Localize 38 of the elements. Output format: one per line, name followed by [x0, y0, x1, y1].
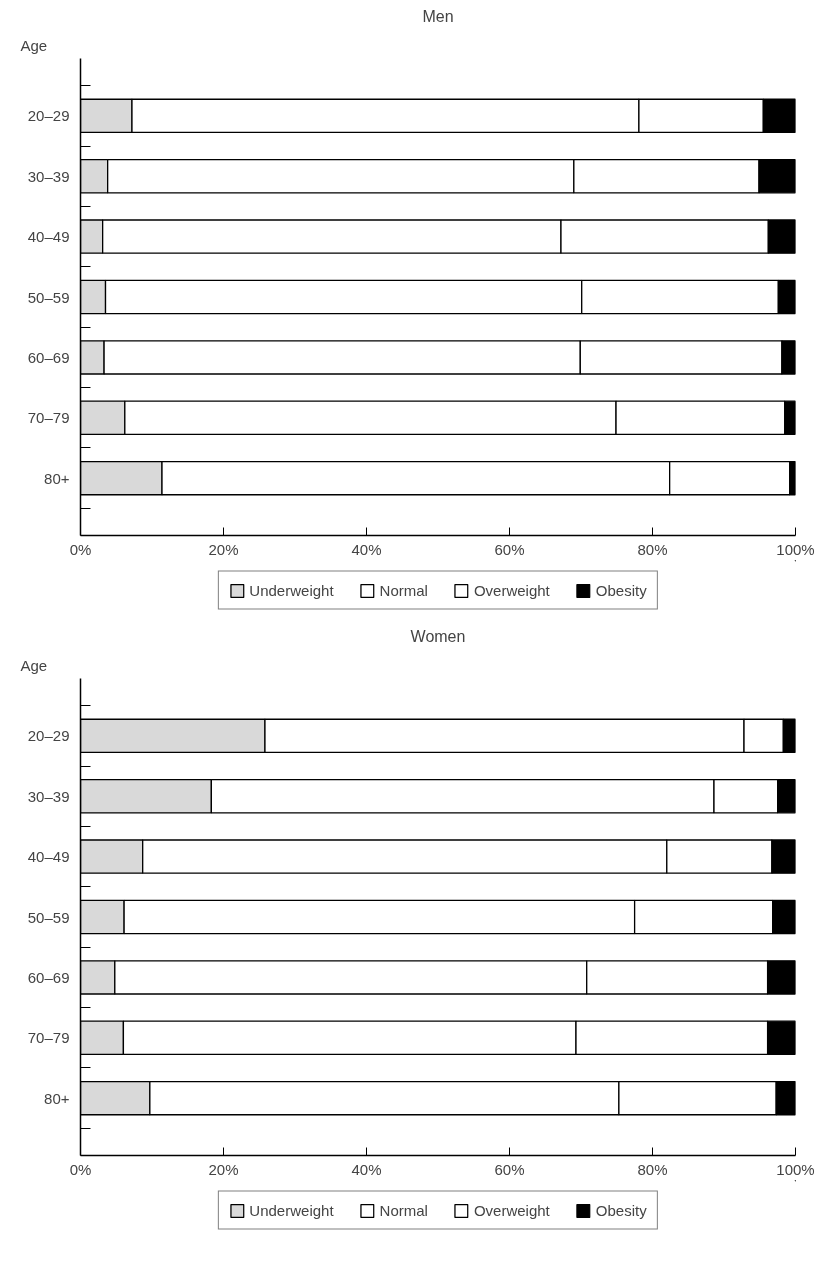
x-tick-label: 60%	[494, 540, 525, 558]
y-tick-label: 60–69	[27, 348, 70, 366]
y-axis-title: Age	[20, 656, 48, 674]
legend-label: Underweight	[249, 1201, 334, 1219]
x-tick-label: 40%	[351, 540, 382, 558]
y-tick-label: 70–79	[27, 1029, 70, 1047]
x-tick-label: 20%	[208, 540, 239, 558]
x-tick-label: 80%	[637, 1160, 668, 1178]
chart-title: Women	[410, 627, 466, 645]
y-tick-label: 20–29	[27, 107, 70, 125]
y-tick-label: 60–69	[27, 968, 70, 986]
y-tick-label: 40–49	[27, 848, 70, 866]
chart-title: Men	[422, 7, 454, 25]
x-tick-label: 100%	[776, 1160, 815, 1178]
x-tick-label: 0%	[69, 540, 92, 558]
y-tick-label: 40–49	[27, 228, 70, 246]
legend-label: Normal	[379, 1201, 428, 1219]
legend-label: Normal	[379, 581, 428, 599]
y-tick-label: 30–39	[27, 787, 70, 805]
legend-label: Obesity	[595, 581, 647, 599]
y-tick-label: 80+	[44, 1089, 70, 1107]
x-tick-label: 100%	[776, 540, 815, 558]
x-tick-label: 60%	[494, 1160, 525, 1178]
y-tick-label: 80+	[44, 469, 70, 487]
legend-label: Underweight	[249, 581, 334, 599]
x-tick-label: 80%	[637, 540, 668, 558]
y-axis-title: Age	[20, 36, 48, 54]
legend-label: Obesity	[595, 1201, 647, 1219]
y-tick-label: 50–59	[27, 908, 70, 926]
x-tick-label: 0%	[69, 1160, 92, 1178]
legend-label: Overweight	[473, 1201, 550, 1219]
y-tick-label: 20–29	[27, 727, 70, 745]
y-tick-label: 70–79	[27, 409, 70, 427]
y-tick-label: 30–39	[27, 167, 70, 185]
y-tick-label: 50–59	[27, 288, 70, 306]
x-tick-label: 40%	[351, 1160, 382, 1178]
x-tick-label: 20%	[208, 1160, 239, 1178]
legend-label: Overweight	[473, 581, 550, 599]
